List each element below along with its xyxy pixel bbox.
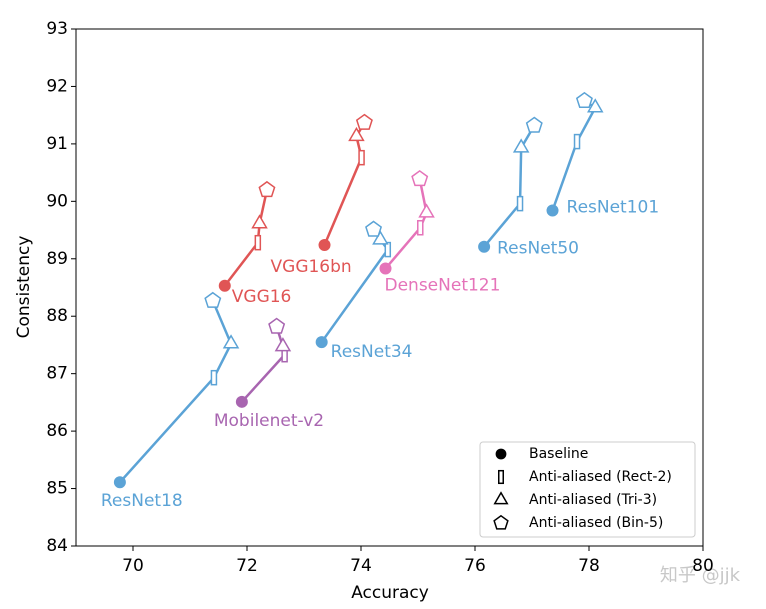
marker-pent	[493, 514, 509, 530]
x-tick-label: 70	[122, 556, 144, 576]
marker-rect	[516, 195, 524, 212]
marker-pent	[575, 91, 593, 109]
marker-baseline	[218, 279, 231, 292]
series-label: Mobilenet-v2	[214, 411, 324, 431]
y-tick-label: 87	[46, 364, 68, 384]
legend-box	[479, 441, 696, 538]
marker-baseline	[546, 204, 559, 217]
legend-label: Baseline	[529, 446, 588, 462]
x-tick-label: 74	[350, 556, 372, 576]
y-tick-label: 85	[46, 479, 68, 499]
y-axis-label: Consistency	[14, 236, 34, 339]
marker-pent	[268, 317, 286, 334]
marker-baseline	[235, 395, 248, 408]
marker-baseline	[495, 448, 507, 460]
marker-tri	[587, 98, 604, 113]
series-line	[320, 228, 390, 343]
legend-label: Anti-aliased (Bin-5)	[529, 515, 663, 531]
marker-rect	[498, 469, 504, 485]
plot-frame	[75, 28, 704, 547]
series-label: ResNet101	[567, 198, 660, 218]
marker-baseline	[379, 262, 392, 275]
marker-pent	[411, 170, 429, 187]
y-tick-label: 93	[46, 19, 68, 39]
y-tick-label: 92	[46, 76, 68, 96]
legend-label: Anti-aliased (Rect-2)	[529, 469, 672, 485]
series-line	[118, 300, 233, 484]
y-tick-label: 89	[46, 249, 68, 269]
series-label: VGG16	[232, 287, 292, 307]
y-tick-label: 90	[46, 191, 68, 211]
y-tick-label: 86	[46, 421, 68, 441]
marker-pent	[355, 113, 373, 130]
series-line	[240, 326, 286, 403]
marker-rect	[384, 241, 392, 258]
marker-tri	[251, 214, 268, 229]
x-tick-label: 80	[692, 556, 714, 576]
y-tick-label: 88	[46, 306, 68, 326]
watermark: 知乎 @jjk	[660, 565, 741, 586]
marker-tri	[274, 337, 292, 352]
marker-baseline	[318, 238, 331, 251]
series-label: DenseNet121	[385, 276, 501, 296]
marker-rect	[573, 133, 581, 150]
marker-baseline	[113, 476, 126, 489]
x-axis-label: Accuracy	[351, 583, 429, 603]
y-tick-label: 84	[46, 536, 68, 556]
x-tick-label: 78	[578, 556, 600, 576]
marker-rect	[417, 220, 424, 236]
marker-pent	[365, 220, 383, 237]
legend-label: Anti-aliased (Tri-3)	[529, 492, 657, 508]
marker-pent	[204, 291, 222, 308]
series-line	[483, 124, 536, 248]
marker-tri	[222, 334, 240, 349]
series-label: VGG16bn	[271, 257, 352, 277]
marker-baseline	[315, 336, 328, 349]
marker-pent	[525, 116, 543, 133]
x-tick-label: 76	[464, 556, 486, 576]
series-line	[223, 189, 269, 287]
marker-tri	[493, 491, 509, 505]
marker-rect	[254, 234, 262, 251]
series-label: ResNet18	[101, 491, 183, 511]
series-label: ResNet34	[331, 342, 413, 362]
marker-tri	[512, 138, 530, 153]
x-tick-label: 72	[236, 556, 258, 576]
marker-tri	[418, 203, 435, 218]
marker-rect	[358, 149, 365, 166]
marker-rect	[210, 369, 218, 386]
marker-baseline	[478, 240, 491, 253]
marker-tri	[372, 230, 389, 245]
marker-tri	[348, 126, 365, 142]
y-tick-label: 91	[46, 134, 68, 154]
series-line	[551, 99, 597, 211]
series-label: ResNet50	[497, 239, 579, 259]
marker-pent	[258, 180, 276, 198]
